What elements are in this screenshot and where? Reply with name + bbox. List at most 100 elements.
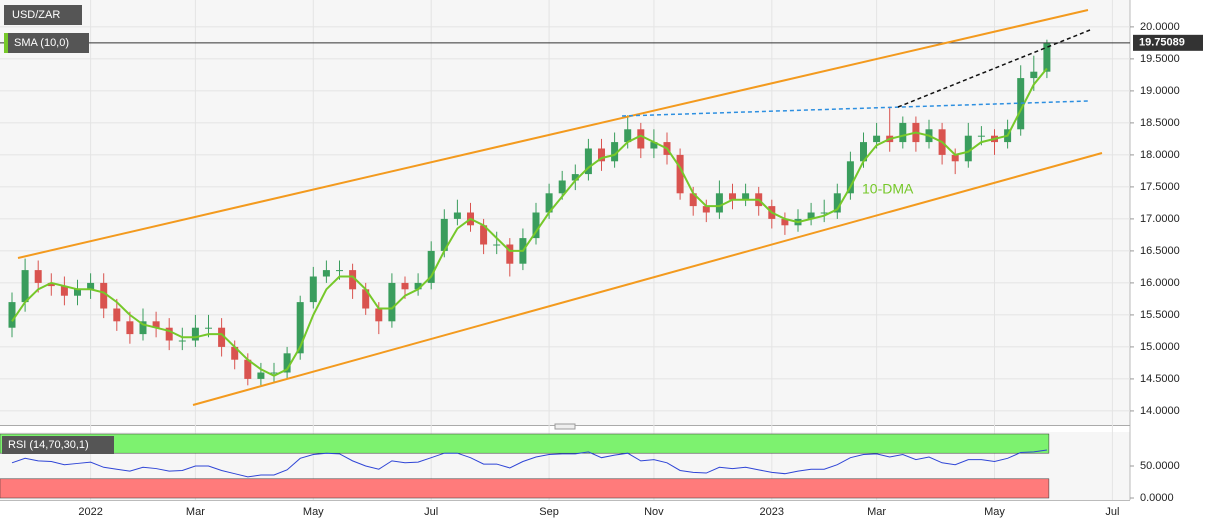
candle-body — [309, 276, 317, 303]
candle-body — [506, 244, 514, 264]
indicator-label: SMA (10,0) — [14, 37, 69, 49]
candle-body — [218, 327, 226, 347]
candle-body — [820, 212, 828, 214]
candle-body — [611, 142, 619, 162]
x-tick-label: 2023 — [760, 506, 784, 518]
y-tick-label: 20.0000 — [1140, 21, 1180, 33]
x-tick-label: Nov — [644, 506, 664, 518]
indicator-swatch — [4, 33, 8, 53]
last-price-box — [1133, 34, 1203, 51]
candle-body — [165, 327, 173, 341]
candle-body — [807, 212, 815, 219]
candle-body — [899, 122, 907, 143]
resistance-line — [621, 100, 1089, 117]
candle-body — [388, 282, 396, 322]
candle-body — [8, 302, 16, 328]
main-plot-bg — [0, 0, 1130, 425]
y-tick-label: 15.5000 — [1140, 309, 1180, 321]
x-tick-label: Sep — [539, 506, 559, 518]
candle-body — [676, 154, 684, 194]
pane-handle[interactable] — [554, 423, 576, 430]
candle-body — [702, 206, 710, 213]
candle-body — [964, 135, 972, 162]
candle-body — [87, 282, 95, 290]
x-tick-label: May — [984, 506, 1005, 518]
channel-lower — [192, 152, 1103, 406]
candle-body — [257, 372, 265, 379]
candle-body — [453, 212, 461, 219]
candle-body — [34, 270, 42, 283]
candle-body — [100, 282, 108, 309]
y-tick-label: 19.5000 — [1140, 53, 1180, 65]
rsi-label: RSI (14,70,30,1) — [8, 439, 89, 451]
x-tick-label: Jul — [1105, 506, 1119, 518]
candle-body — [833, 193, 841, 213]
rsi-line — [11, 449, 1047, 478]
y-tick-label: 16.5000 — [1140, 245, 1180, 257]
candle-body — [558, 180, 566, 194]
candle-body — [532, 212, 540, 239]
indicator-box — [4, 33, 89, 53]
candle-body — [1017, 78, 1025, 130]
candle-body — [231, 346, 239, 360]
candle-body — [296, 302, 304, 354]
candle-body — [951, 154, 959, 162]
candle-body — [270, 372, 278, 374]
candle-body — [742, 193, 750, 200]
candle-body — [781, 218, 789, 226]
candle-body — [873, 135, 881, 143]
candle-body — [126, 321, 134, 335]
candle-body — [860, 142, 867, 162]
candle-body — [74, 289, 81, 296]
candle-body — [47, 282, 55, 287]
rsi-box — [2, 436, 114, 454]
candle-body — [362, 289, 370, 309]
candle-body — [637, 129, 645, 149]
oversold-zone — [0, 478, 1050, 499]
candle-body — [729, 193, 736, 200]
candle-body — [493, 244, 501, 246]
candle-body — [139, 321, 147, 335]
candle-body — [414, 282, 422, 290]
x-tick-label: Mar — [186, 506, 205, 518]
x-tick-label: Jul — [424, 506, 438, 518]
symbol-box — [4, 5, 82, 25]
candle-body — [283, 353, 291, 373]
candle-body — [244, 359, 252, 379]
x-tick-label: Mar — [867, 506, 886, 518]
candle-body — [191, 327, 199, 341]
candle-body — [349, 270, 357, 290]
y-tick-label: 18.5000 — [1140, 117, 1180, 129]
candle-body — [401, 282, 409, 290]
candle-body — [440, 218, 448, 251]
candle-body — [598, 148, 605, 162]
candle-body — [689, 193, 697, 207]
y-tick-label: 50.0000 — [1140, 460, 1180, 472]
candle-body — [1030, 71, 1038, 79]
candle-body — [624, 129, 632, 143]
y-tick-label: 14.5000 — [1140, 373, 1180, 385]
candle-body — [1043, 42, 1051, 72]
candle-body — [113, 308, 121, 322]
x-tick-label: May — [303, 506, 324, 518]
candle-body — [650, 142, 658, 149]
candle-body — [322, 270, 330, 277]
sma-line — [11, 67, 1048, 377]
candle-body — [715, 193, 723, 213]
y-tick-label: 17.5000 — [1140, 181, 1180, 193]
candle-body — [427, 250, 435, 283]
candle-body — [480, 225, 488, 245]
candle-body — [178, 340, 186, 342]
candle-body — [152, 321, 160, 328]
y-tick-label: 16.0000 — [1140, 277, 1180, 289]
y-tick-label: 17.0000 — [1140, 213, 1180, 225]
candle-body — [60, 286, 68, 296]
sma-annotation: 10-DMA — [862, 181, 914, 197]
candle-body — [545, 193, 553, 213]
y-tick-label: 19.0000 — [1140, 85, 1180, 97]
y-tick-label: 14.0000 — [1140, 405, 1180, 417]
channel-upper — [17, 9, 1089, 259]
candle-body — [977, 135, 985, 137]
